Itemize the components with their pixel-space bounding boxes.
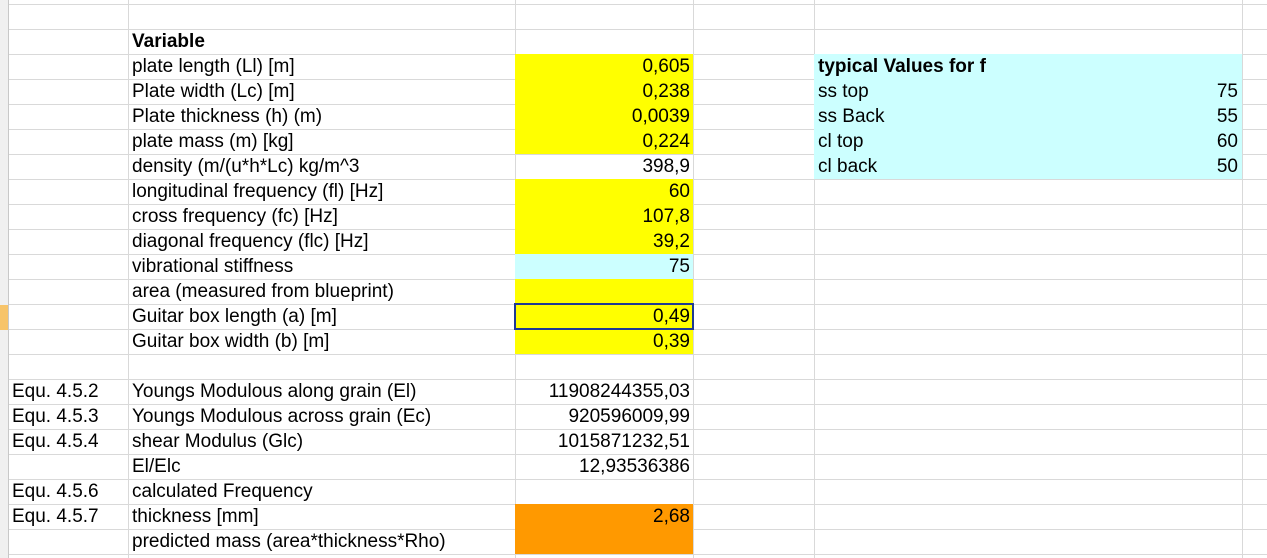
label-longitudinal-frequency[interactable]: longitudinal frequency (fl) [Hz] — [132, 181, 384, 202]
label-calculated-frequency[interactable]: calculated Frequency — [132, 481, 313, 502]
value-plate-thickness[interactable]: 0,0039 — [631, 106, 690, 127]
typical-value-ss-top[interactable]: 75 — [1216, 81, 1238, 102]
value-shear-modulus[interactable]: 1015871232,51 — [557, 431, 690, 452]
label-thickness-mm[interactable]: thickness [mm] — [132, 506, 259, 527]
row-header-strip — [0, 0, 9, 558]
variable-header: Variable — [132, 31, 205, 52]
value-thickness-mm[interactable]: 2,68 — [653, 506, 690, 527]
label-cross-frequency[interactable]: cross frequency (fc) [Hz] — [132, 206, 338, 227]
typical-value-ss-back[interactable]: 55 — [1216, 106, 1238, 127]
label-vibrational-stiffness[interactable]: vibrational stiffness — [132, 256, 294, 277]
value-cross-frequency[interactable]: 107,8 — [642, 206, 690, 227]
typical-values-fill — [814, 54, 1242, 179]
typical-value-cl-back[interactable]: 50 — [1216, 156, 1238, 177]
row-gridline — [0, 479, 1267, 480]
column-gridline — [814, 0, 815, 558]
value-density[interactable]: 398,9 — [642, 156, 690, 177]
row-gridline — [0, 29, 1267, 30]
label-youngs-el[interactable]: Youngs Modulous along grain (El) — [132, 381, 417, 402]
label-plate-mass[interactable]: plate mass (m) [kg] — [132, 131, 294, 152]
equ-ref-shear[interactable]: Equ. 4.5.4 — [12, 431, 99, 452]
value-youngs-ec[interactable]: 920596009,99 — [568, 406, 690, 427]
label-box-width[interactable]: Guitar box width (b) [m] — [132, 331, 330, 352]
typical-label-ss-top[interactable]: ss top — [818, 81, 869, 102]
typical-label-cl-back[interactable]: cl back — [818, 156, 878, 177]
value-plate-width[interactable]: 0,238 — [642, 81, 690, 102]
label-area[interactable]: area (measured from blueprint) — [132, 281, 394, 302]
label-youngs-ec[interactable]: Youngs Modulous across grain (Ec) — [132, 406, 432, 427]
label-plate-thickness[interactable]: Plate thickness (h) (m) — [132, 106, 323, 127]
row-gridline — [0, 154, 1267, 155]
typical-label-ss-back[interactable]: ss Back — [818, 106, 885, 127]
column-gridline — [128, 0, 129, 558]
typical-value-cl-top[interactable]: 60 — [1216, 131, 1238, 152]
label-diagonal-frequency[interactable]: diagonal frequency (flc) [Hz] — [132, 231, 369, 252]
value-plate-mass[interactable]: 0,224 — [642, 131, 690, 152]
label-shear-modulus[interactable]: shear Modulus (Glc) — [132, 431, 304, 452]
input-cells-fill-3 — [515, 279, 693, 354]
label-el-elc[interactable]: El/Elc — [132, 456, 181, 477]
value-youngs-el[interactable]: 11908244355,03 — [548, 381, 690, 402]
row-gridline — [0, 4, 1267, 5]
typical-label-cl-top[interactable]: cl top — [818, 131, 864, 152]
vib-stiffness-fill — [515, 254, 693, 279]
value-vibrational-stiffness[interactable]: 75 — [668, 256, 690, 277]
value-longitudinal-frequency[interactable]: 60 — [668, 181, 690, 202]
row-gridline — [0, 554, 1267, 555]
row-gridline — [0, 354, 1267, 355]
input-cells-fill-1 — [515, 54, 693, 154]
row-gridline — [0, 404, 1267, 405]
row-gridline — [0, 379, 1267, 380]
output-cells-fill — [515, 504, 693, 554]
active-cell-selection[interactable] — [514, 303, 694, 330]
value-el-elc[interactable]: 12,93536386 — [579, 456, 690, 477]
label-plate-width[interactable]: Plate width (Lc) [m] — [132, 81, 295, 102]
equ-ref-calc-freq[interactable]: Equ. 4.5.6 — [12, 481, 99, 502]
input-cells-fill-2 — [515, 179, 693, 254]
label-plate-length[interactable]: plate length (Ll) [m] — [132, 56, 295, 77]
typical-values-header[interactable]: typical Values for f — [818, 56, 986, 77]
value-box-width[interactable]: 0,39 — [653, 331, 690, 352]
value-plate-length[interactable]: 0,605 — [642, 56, 690, 77]
label-box-length[interactable]: Guitar box length (a) [m] — [132, 306, 337, 327]
equ-ref-youngs-ec[interactable]: Equ. 4.5.3 — [12, 406, 99, 427]
value-box-length[interactable]: 0,49 — [653, 306, 690, 327]
equ-ref-youngs-el[interactable]: Equ. 4.5.2 — [12, 381, 99, 402]
row-gridline — [0, 454, 1267, 455]
column-gridline — [1242, 0, 1243, 558]
column-gridline — [693, 0, 694, 558]
label-density[interactable]: density (m/(u*h*Lc) kg/m^3 — [132, 156, 360, 177]
equ-ref-thickness[interactable]: Equ. 4.5.7 — [12, 506, 99, 527]
value-diagonal-frequency[interactable]: 39,2 — [653, 231, 690, 252]
label-predicted-mass[interactable]: predicted mass (area*thickness*Rho) — [132, 531, 446, 552]
row-gridline — [0, 429, 1267, 430]
selected-row-header[interactable] — [0, 305, 8, 330]
